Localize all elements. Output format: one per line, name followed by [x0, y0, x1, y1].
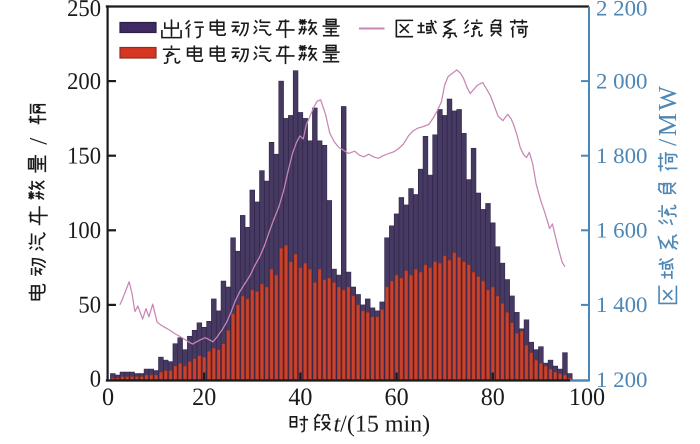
svg-text:/MW: /MW [653, 84, 682, 146]
svg-text:80: 80 [481, 384, 505, 411]
svg-text:1 800: 1 800 [596, 143, 648, 168]
svg-text:60: 60 [385, 384, 409, 411]
svg-text:0: 0 [90, 367, 101, 393]
svg-text:200: 200 [67, 69, 101, 95]
svg-text:50: 50 [78, 293, 101, 319]
svg-text:250: 250 [67, 0, 101, 22]
svg-text:1 200: 1 200 [596, 367, 648, 392]
svg-text:0: 0 [102, 384, 114, 411]
svg-text:/: / [26, 138, 53, 145]
svg-text:100: 100 [67, 218, 101, 244]
svg-text:1 400: 1 400 [596, 292, 648, 317]
svg-text:100: 100 [569, 384, 605, 411]
svg-text:20: 20 [192, 384, 216, 411]
svg-text:1 600: 1 600 [596, 218, 648, 243]
svg-text:2 200: 2 200 [596, 0, 648, 20]
svg-text:40: 40 [288, 384, 312, 411]
svg-text:150: 150 [67, 144, 101, 170]
svg-text:2 000: 2 000 [596, 68, 648, 93]
svg-text:t/(15 min): t/(15 min) [334, 412, 431, 438]
